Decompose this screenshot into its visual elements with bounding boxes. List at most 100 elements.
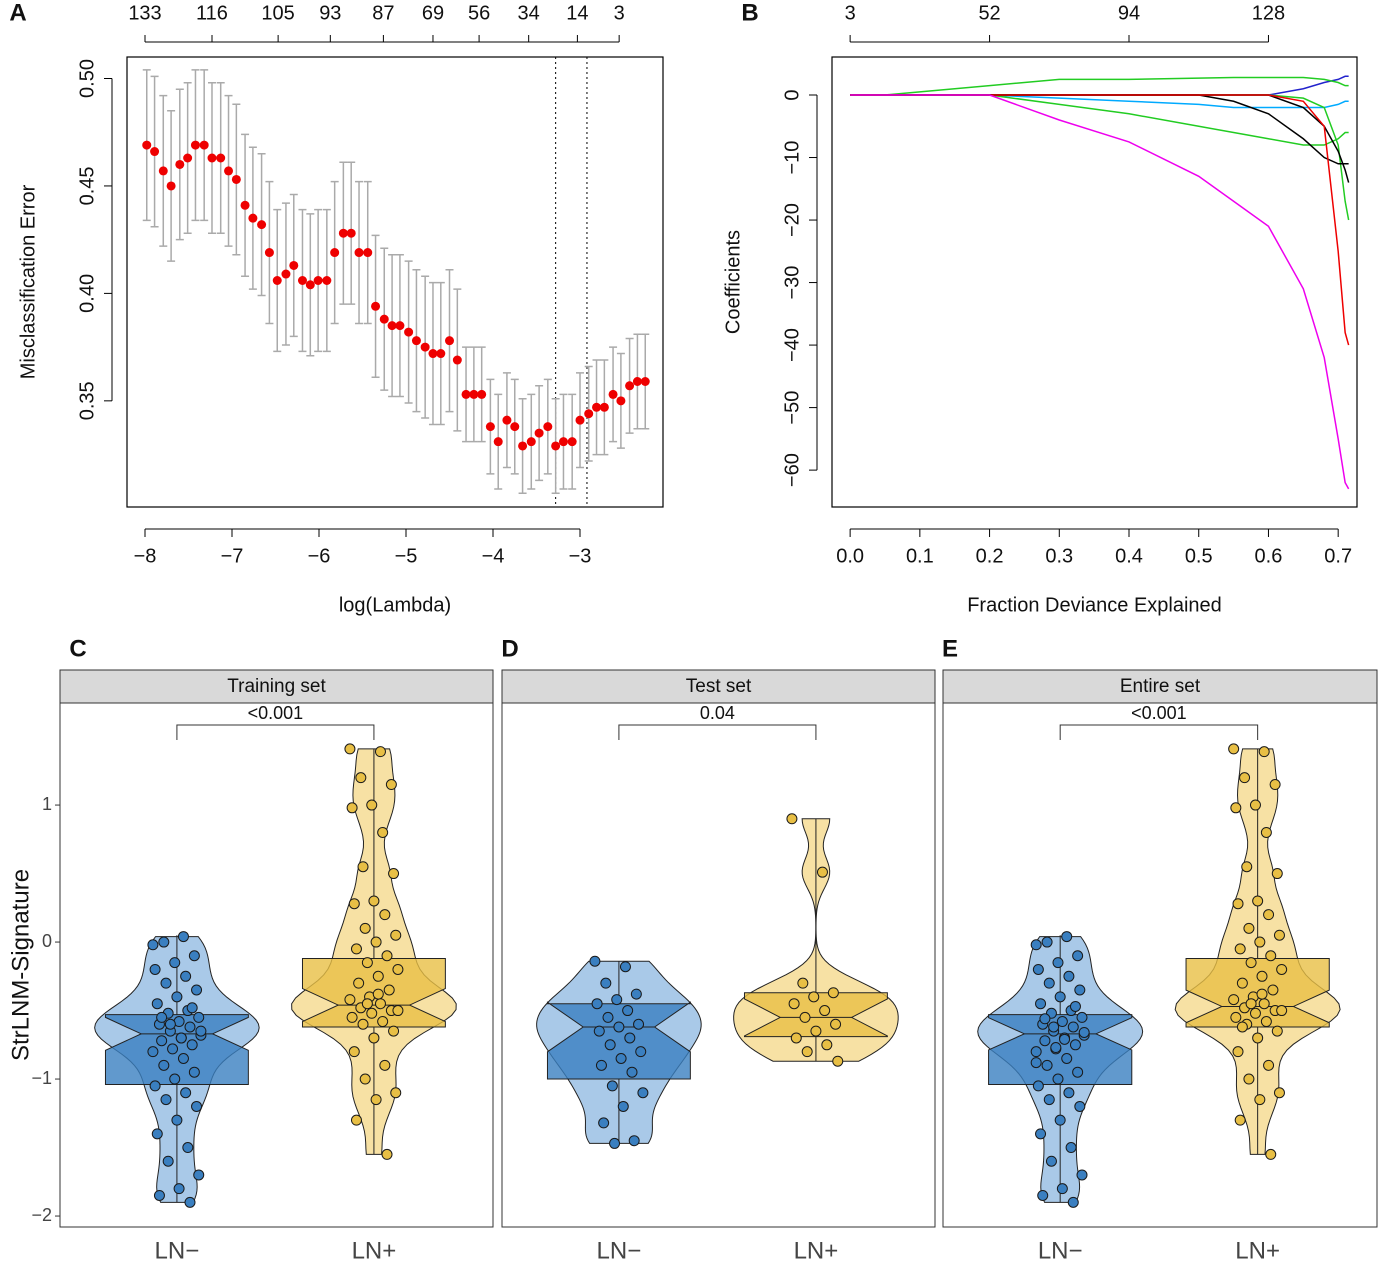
point: [346, 802, 358, 814]
point: [156, 1035, 168, 1047]
top-tick-label: 69: [422, 2, 444, 24]
x-tick-label: 0.5: [1185, 545, 1213, 567]
point: [609, 1137, 621, 1149]
y-tick-label: −40: [781, 328, 803, 362]
point: [1273, 929, 1285, 941]
point: [411, 336, 421, 346]
panel-frame: [942, 702, 1378, 1228]
x-tick-label: LN+: [794, 1237, 839, 1264]
point: [640, 376, 650, 386]
y-tick-label: 0.35: [76, 381, 98, 420]
point: [461, 389, 471, 399]
point: [169, 957, 181, 969]
y-tick-label: −2: [31, 1205, 52, 1225]
point: [1267, 984, 1279, 996]
point: [1072, 950, 1084, 962]
point: [469, 389, 479, 399]
point: [1041, 936, 1053, 948]
strip-title: Training set: [227, 676, 326, 697]
coefficient-path: [850, 94, 1350, 221]
point: [381, 1148, 393, 1160]
point: [158, 936, 170, 948]
x-tick-label: LN+: [352, 1237, 397, 1264]
point: [1030, 1057, 1042, 1069]
point: [1263, 909, 1275, 921]
point: [801, 1046, 813, 1058]
point: [180, 970, 192, 982]
point: [595, 1059, 607, 1071]
point: [1043, 977, 1055, 989]
point: [832, 1055, 844, 1067]
x-tick-label: 0.2: [976, 545, 1004, 567]
point: [355, 772, 367, 784]
point: [171, 991, 183, 1003]
point: [147, 1046, 159, 1058]
point: [1039, 1013, 1051, 1025]
point: [445, 336, 455, 346]
point: [1228, 743, 1240, 755]
significance-bracket: [176, 724, 375, 740]
point: [810, 1025, 822, 1037]
point: [297, 275, 307, 285]
strip-title: Entire set: [1120, 676, 1201, 697]
point: [1232, 1046, 1244, 1058]
strip-title: Test set: [686, 676, 752, 697]
point: [1265, 950, 1277, 962]
point: [366, 799, 378, 811]
point: [361, 998, 373, 1010]
point: [1263, 1059, 1275, 1071]
point: [816, 866, 828, 878]
top-tick-label: 116: [196, 2, 228, 24]
y-tick-label: 1: [42, 794, 52, 814]
point: [379, 314, 389, 324]
point: [420, 342, 430, 352]
point: [363, 248, 373, 258]
point: [175, 1032, 187, 1044]
point: [628, 1135, 640, 1147]
point: [1048, 1021, 1060, 1033]
point: [1076, 1011, 1088, 1023]
point: [193, 1011, 205, 1023]
x-tick-label: −8: [134, 545, 157, 567]
point: [357, 861, 369, 873]
panel-label: D: [501, 635, 518, 662]
point: [162, 1155, 174, 1167]
point: [543, 422, 553, 432]
point: [1043, 1094, 1055, 1106]
point: [346, 228, 356, 238]
p-value: <0.001: [1131, 703, 1187, 723]
top-tick-label: 14: [566, 2, 588, 24]
point: [510, 422, 520, 432]
point: [1273, 1087, 1285, 1099]
point: [1258, 998, 1270, 1010]
y-tick-label: 0.45: [76, 166, 98, 205]
point: [1065, 1142, 1077, 1154]
point: [1039, 1035, 1051, 1047]
point: [160, 1094, 172, 1106]
point: [149, 1080, 161, 1092]
panel-label: A: [9, 0, 26, 26]
point: [191, 1100, 203, 1112]
point: [589, 955, 601, 967]
point: [518, 441, 528, 451]
x-tick-label: 0.7: [1324, 545, 1352, 567]
top-tick-label: 93: [319, 2, 341, 24]
point: [1256, 970, 1268, 982]
point: [624, 1032, 636, 1044]
y-tick-label: −1: [31, 1068, 52, 1088]
y-tick-label: −60: [781, 453, 803, 487]
point: [149, 963, 161, 975]
point: [1241, 861, 1253, 873]
coefficient-path: [850, 94, 1349, 146]
point: [790, 1032, 802, 1044]
point: [1045, 1155, 1057, 1167]
point: [216, 153, 226, 163]
point: [799, 1011, 811, 1023]
point: [1269, 779, 1281, 791]
point: [632, 376, 642, 386]
point: [388, 1025, 400, 1037]
point: [377, 1016, 389, 1028]
point: [600, 977, 612, 989]
point: [392, 1005, 404, 1017]
